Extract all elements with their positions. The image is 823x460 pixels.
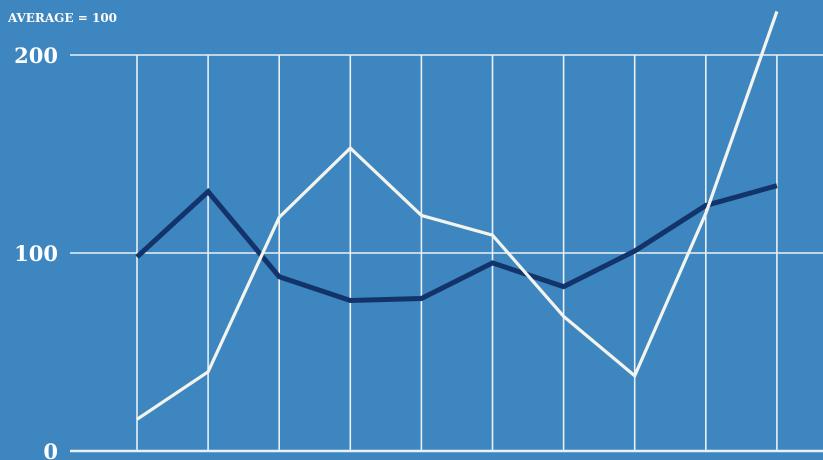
series-line-2	[136, 10, 779, 421]
y-axis-label: AVERAGE = 100	[7, 11, 117, 25]
y-tick-label: 0	[43, 439, 58, 460]
series-line-1	[135, 183, 778, 304]
series-group	[135, 10, 779, 421]
y-tick-label: 200	[14, 43, 58, 68]
y-ticks: 0 100 200	[14, 43, 58, 460]
y-tick-label: 100	[14, 241, 58, 266]
grid	[70, 54, 823, 453]
